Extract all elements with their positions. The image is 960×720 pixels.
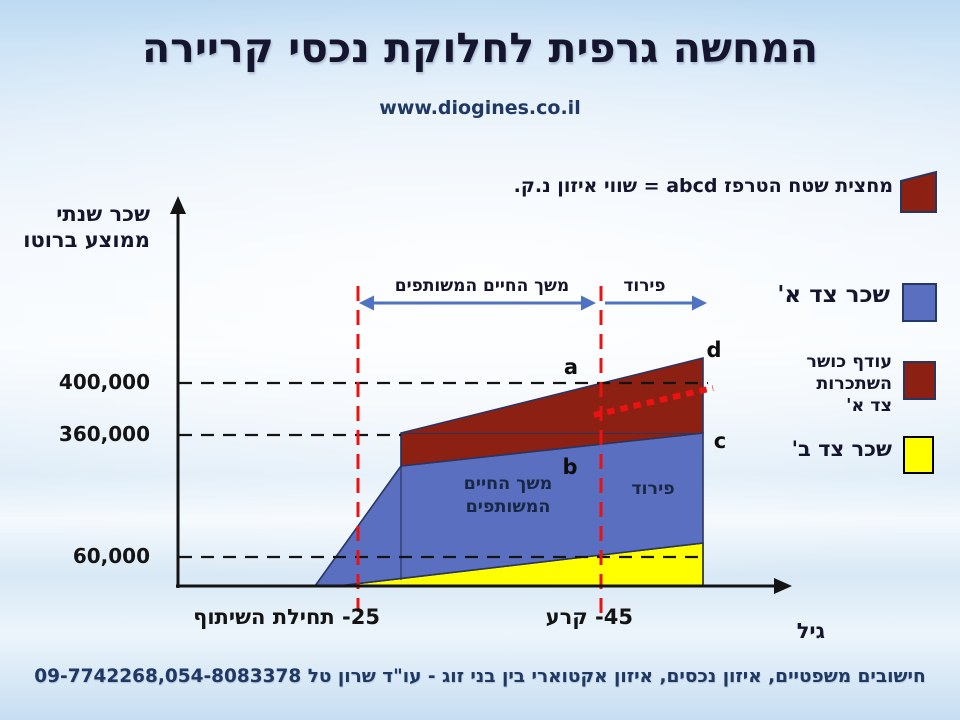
x-tick-age-45: 45- קרע bbox=[545, 605, 633, 629]
red-dotted-trend-line bbox=[593, 385, 714, 418]
slide-title: המחשה גרפית לחלוקת נכסי קריירה bbox=[141, 24, 819, 72]
y-tick-360k: 360,000 bbox=[58, 422, 150, 446]
legend-label-party-a: שכר צד א' bbox=[777, 282, 890, 308]
x-axis-title: גיל bbox=[796, 619, 825, 643]
x-tick-age-25: 25- תחילת השיתוף bbox=[193, 605, 380, 629]
duration-area-label: משך החיים המשותפים bbox=[463, 474, 553, 517]
legend-swatch-party-b bbox=[903, 436, 934, 474]
duration-arrowhead-right bbox=[581, 295, 596, 311]
site-url: www.diogines.co.il bbox=[379, 97, 581, 119]
y-axis-arrowhead bbox=[170, 196, 186, 214]
point-label-a: a bbox=[563, 355, 579, 379]
separation-arrow-label: פירוד bbox=[623, 276, 666, 296]
footer-contact-line: חישובים משפטיים, איזון נכסים, איזון אקטו… bbox=[34, 666, 926, 687]
point-label-d: d bbox=[706, 338, 722, 362]
separation-arrowhead bbox=[692, 295, 707, 311]
legend-label-party-b: שכר צד ב' bbox=[791, 437, 892, 461]
legend-label-excess: עודף כושר השתכרות צד א' bbox=[806, 352, 892, 416]
duration-arrowhead-left bbox=[359, 295, 374, 311]
legend-swatch-trapezoid bbox=[900, 170, 937, 213]
x-axis-arrowhead bbox=[774, 578, 792, 594]
trapezoid-annotation: מחצית שטח הטרפז abcd = שווי איזון נ.ק. bbox=[513, 175, 893, 197]
y-tick-400k: 400,000 bbox=[58, 370, 150, 394]
legend-swatch-party-a bbox=[902, 283, 937, 322]
duration-arrow-label: משך החיים המשותפים bbox=[394, 276, 570, 296]
point-label-c: c bbox=[713, 429, 727, 453]
legend-swatch-excess bbox=[903, 361, 936, 400]
point-label-b: b bbox=[562, 455, 578, 479]
separation-area-label: פירוד bbox=[631, 479, 675, 499]
y-axis-title: שכר שנתי ממוצע ברוטו bbox=[23, 202, 150, 252]
y-tick-60k: 60,000 bbox=[72, 544, 150, 568]
